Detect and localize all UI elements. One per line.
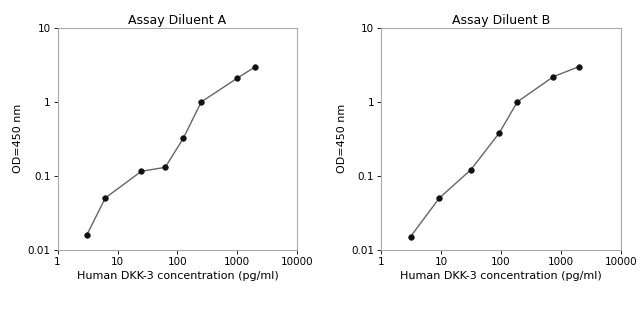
Title: Assay Diluent A: Assay Diluent A — [129, 14, 227, 27]
X-axis label: Human DKK-3 concentration (pg/ml): Human DKK-3 concentration (pg/ml) — [400, 271, 602, 281]
X-axis label: Human DKK-3 concentration (pg/ml): Human DKK-3 concentration (pg/ml) — [77, 271, 278, 281]
Y-axis label: OD=450 nm: OD=450 nm — [337, 104, 347, 173]
Title: Assay Diluent B: Assay Diluent B — [452, 14, 550, 27]
Y-axis label: OD=450 nm: OD=450 nm — [13, 104, 24, 173]
